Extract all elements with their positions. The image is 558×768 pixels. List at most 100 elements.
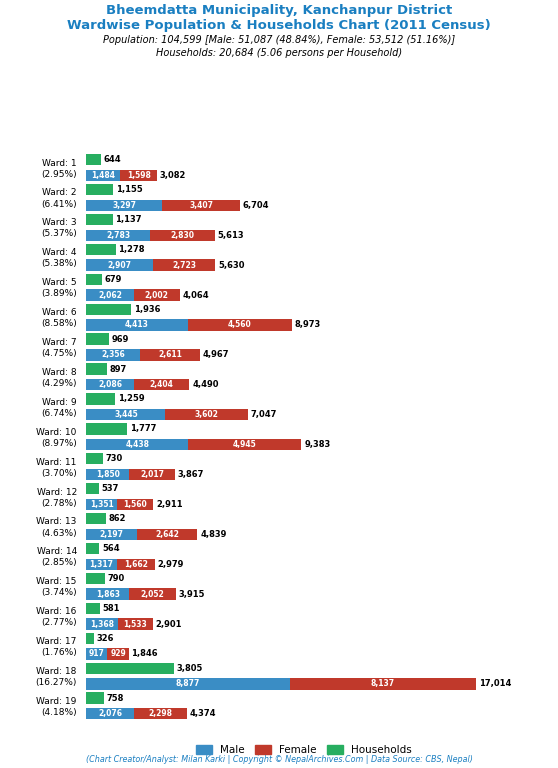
Bar	[129, 468, 175, 480]
Text: 9,383: 9,383	[304, 440, 330, 449]
Bar	[86, 319, 187, 330]
Bar	[86, 349, 141, 360]
Text: Bheemdatta Municipality, Kanchanpur District: Bheemdatta Municipality, Kanchanpur Dist…	[106, 4, 452, 17]
Text: 1,598: 1,598	[127, 170, 151, 180]
Text: 2,356: 2,356	[102, 350, 126, 359]
Text: 5,630: 5,630	[218, 260, 245, 270]
Bar	[290, 678, 476, 690]
Bar	[108, 648, 129, 660]
Text: 3,602: 3,602	[195, 410, 219, 419]
Text: 1,846: 1,846	[132, 650, 158, 658]
Text: 1,259: 1,259	[118, 395, 145, 403]
Bar	[86, 154, 101, 165]
Bar	[153, 260, 215, 271]
Bar	[86, 603, 100, 614]
Bar	[86, 230, 150, 241]
Text: Households: 20,684 (5.06 persons per Household): Households: 20,684 (5.06 persons per Hou…	[156, 48, 402, 58]
Text: 6,704: 6,704	[243, 200, 270, 210]
Bar	[117, 558, 155, 570]
Text: 929: 929	[110, 650, 126, 658]
Bar	[86, 303, 131, 315]
Bar	[188, 439, 301, 450]
Text: 3,297: 3,297	[112, 200, 136, 210]
Text: 1,155: 1,155	[116, 185, 142, 194]
Text: 326: 326	[97, 634, 114, 643]
Bar	[86, 558, 117, 570]
Bar	[86, 528, 137, 540]
Bar	[118, 618, 153, 630]
Bar	[86, 290, 134, 301]
Bar	[86, 423, 127, 435]
Bar	[86, 379, 134, 390]
Text: 4,560: 4,560	[228, 320, 252, 329]
Bar	[121, 170, 157, 181]
Text: 537: 537	[102, 484, 119, 493]
Bar	[134, 290, 180, 301]
Bar	[141, 349, 200, 360]
Bar	[117, 498, 153, 510]
Text: 3,805: 3,805	[176, 664, 203, 673]
Bar	[86, 708, 134, 720]
Text: 2,783: 2,783	[107, 230, 131, 240]
Bar	[187, 319, 292, 330]
Text: 3,445: 3,445	[114, 410, 138, 419]
Bar	[86, 260, 153, 271]
Text: 2,197: 2,197	[100, 530, 124, 539]
Text: 8,973: 8,973	[295, 320, 321, 329]
Bar	[86, 633, 94, 644]
Text: 564: 564	[102, 544, 120, 553]
Text: 1,278: 1,278	[118, 245, 145, 254]
Text: 1,662: 1,662	[124, 560, 148, 569]
Text: 2,911: 2,911	[156, 500, 182, 509]
Text: 4,967: 4,967	[203, 350, 229, 359]
Bar	[162, 200, 240, 211]
Text: 917: 917	[89, 650, 105, 658]
Text: 862: 862	[109, 514, 127, 523]
Bar	[86, 483, 99, 495]
Text: 2,642: 2,642	[155, 530, 179, 539]
Text: 4,438: 4,438	[126, 440, 150, 449]
Text: 5,613: 5,613	[218, 230, 244, 240]
Text: 679: 679	[105, 275, 122, 284]
Text: 3,915: 3,915	[179, 590, 205, 598]
Bar	[86, 243, 116, 255]
Bar	[129, 588, 176, 600]
Text: 2,076: 2,076	[98, 710, 122, 718]
Text: 4,374: 4,374	[189, 710, 216, 718]
Legend: Male, Female, Households: Male, Female, Households	[192, 741, 416, 760]
Text: 4,945: 4,945	[233, 440, 257, 449]
Text: 644: 644	[104, 155, 122, 164]
Bar	[86, 693, 104, 703]
Bar	[86, 200, 162, 211]
Bar	[86, 453, 103, 465]
Bar	[86, 573, 104, 584]
Text: 4,490: 4,490	[192, 380, 219, 389]
Text: 2,002: 2,002	[145, 290, 169, 300]
Bar	[86, 184, 113, 195]
Bar	[150, 230, 215, 241]
Text: 1,368: 1,368	[90, 620, 114, 628]
Text: 4,839: 4,839	[200, 530, 227, 539]
Bar	[86, 439, 188, 450]
Bar	[86, 363, 107, 375]
Bar	[86, 648, 108, 660]
Bar	[86, 333, 109, 345]
Text: 2,901: 2,901	[156, 620, 182, 628]
Text: 8,137: 8,137	[371, 680, 395, 688]
Text: 2,017: 2,017	[140, 470, 164, 479]
Bar	[165, 409, 248, 420]
Text: 1,560: 1,560	[123, 500, 147, 509]
Bar	[86, 513, 106, 525]
Bar	[137, 528, 198, 540]
Text: 1,936: 1,936	[133, 305, 160, 314]
Text: 758: 758	[107, 694, 124, 703]
Text: 8,877: 8,877	[176, 680, 200, 688]
Text: 2,062: 2,062	[98, 290, 122, 300]
Text: 1,137: 1,137	[116, 215, 142, 224]
Text: 1,484: 1,484	[92, 170, 116, 180]
Text: (Chart Creator/Analyst: Milan Karki | Copyright © NepalArchives.Com | Data Sourc: (Chart Creator/Analyst: Milan Karki | Co…	[85, 755, 473, 764]
Text: 897: 897	[110, 365, 127, 373]
Text: 730: 730	[106, 455, 123, 463]
Text: 2,404: 2,404	[150, 380, 174, 389]
Text: 3,407: 3,407	[189, 200, 213, 210]
